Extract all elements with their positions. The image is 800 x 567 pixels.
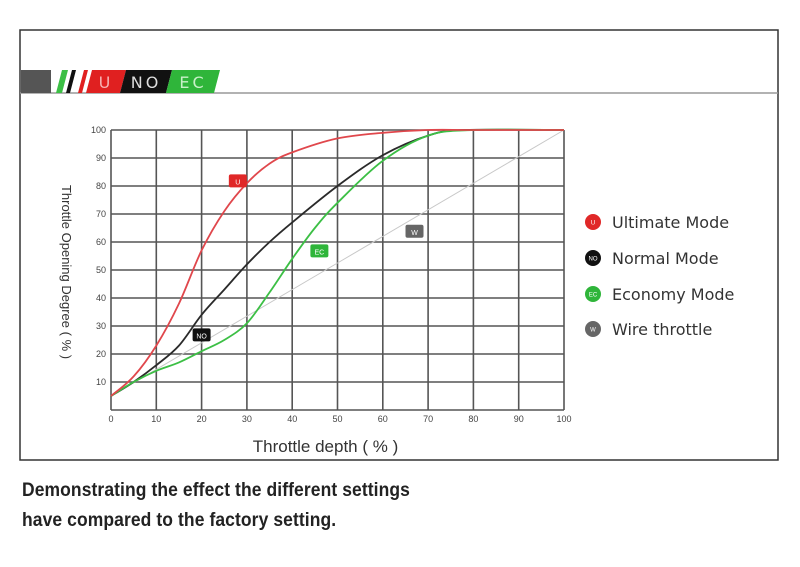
header-stripe-black [66,70,76,93]
legend-marker-text: EC [589,293,598,299]
x-axis-label: Throttle depth ( % ) [253,437,399,456]
series-badge-text: EC [315,249,325,256]
y-axis-label: Throttle Opening Degree ( % ) [59,185,74,359]
series-badge [310,244,329,258]
x-tick-label: 100 [556,414,571,424]
caption-line-1: Demonstrating the effect the different s… [22,480,410,501]
y-tick-label: 60 [96,237,106,247]
y-tick-label: 80 [96,181,106,191]
y-tick-label: 20 [96,349,106,359]
header-badge-text: NO [131,73,162,92]
y-tick-label: 10 [96,377,106,387]
header-badge-no [120,70,172,93]
series-badge [228,174,247,188]
header-badge-u [86,70,126,93]
x-tick-label: 10 [151,414,161,424]
series-line-wire-throttle [110,129,565,397]
x-tick-label: 20 [197,414,207,424]
x-tick-label: 30 [242,414,252,424]
legend-marker-text: W [590,328,596,334]
y-tick-label: 70 [96,209,106,219]
header-stripe-green [56,70,68,93]
legend-marker [585,250,601,266]
x-tick-label: 40 [287,414,297,424]
series-line-ultimate-mode [110,128,564,397]
header-badge-text: U [99,73,114,92]
legend-label: Economy Mode [612,285,734,304]
legend-marker-text: NO [589,257,598,263]
x-tick-label: 90 [514,414,524,424]
x-tick-label: 60 [378,414,388,424]
legend-label: Wire throttle [612,320,712,339]
series-badge-text: NO [196,333,207,340]
series-line-economy-mode [110,128,565,397]
x-tick-label: 0 [108,414,113,424]
header-stripe-red [78,70,88,93]
header-gray-block [21,70,51,93]
series-badge [405,224,424,238]
series-badge [192,328,211,342]
y-tick-label: 90 [96,153,106,163]
chart-frame [19,29,779,461]
caption-line-2: have compared to the factory setting. [22,510,337,531]
y-tick-label: 30 [96,321,106,331]
legend-marker [585,214,601,230]
x-tick-label: 50 [332,414,342,424]
series-badge-text: U [235,179,240,186]
y-tick-label: 100 [91,125,106,135]
header-badge-text: EC [179,73,206,92]
legend-marker-text: U [591,221,595,227]
x-tick-label: 80 [468,414,478,424]
x-tick-label: 70 [423,414,433,424]
header-badge-ec [166,70,220,93]
legend-label: Normal Mode [612,249,719,268]
y-tick-label: 50 [96,265,106,275]
legend-marker [585,321,601,337]
y-tick-label: 40 [96,293,106,303]
legend-label: Ultimate Mode [612,213,729,232]
series-badge-text: W [411,230,418,237]
legend-marker [585,286,601,302]
